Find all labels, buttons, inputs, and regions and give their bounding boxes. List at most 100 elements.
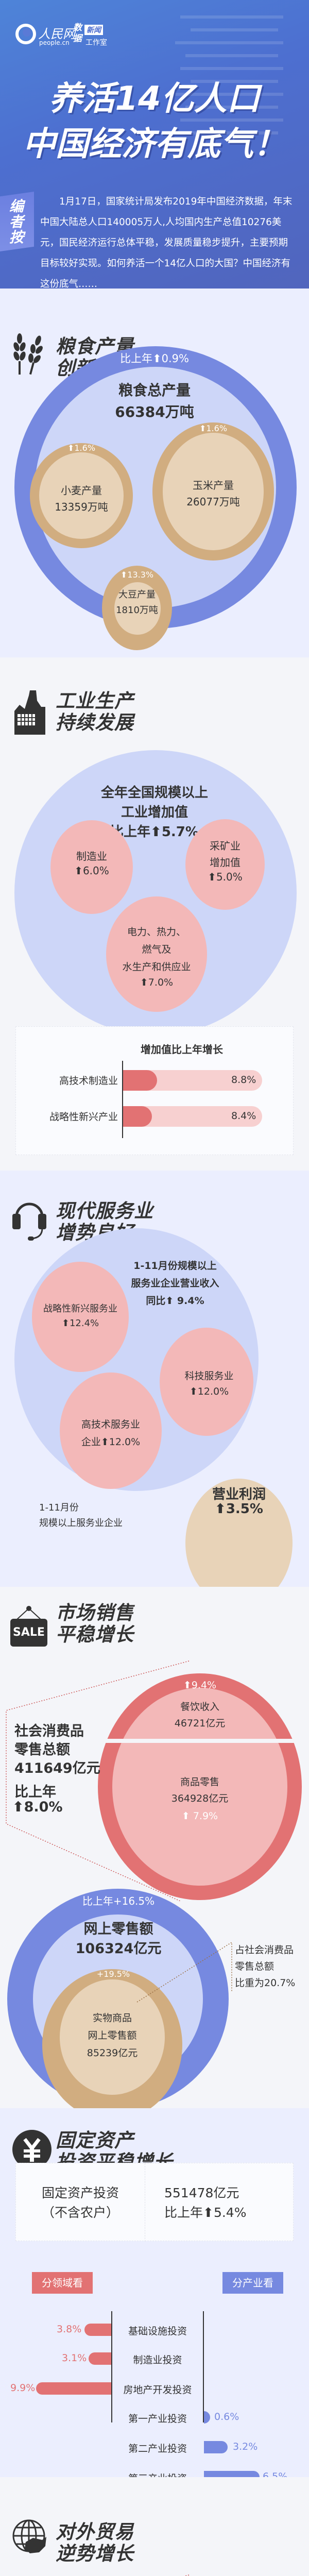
wheat-growth: ⬆1.6% <box>67 443 96 453</box>
investment-value: 551478亿元 <box>164 2185 239 2200</box>
investment-title-line1: 固定资产 <box>56 2129 134 2151</box>
manufacturing-label: 制造业 <box>76 850 107 862</box>
strategic-services-growth: ⬆12.4% <box>61 1318 99 1329</box>
grain-total-growth: 比上年⬆0.9% <box>120 352 189 365</box>
trade-title-line2: 逆势增长 <box>56 2543 134 2565</box>
studio-word-2: 工作室 <box>85 39 107 47</box>
retail-total-value: 411649亿元 <box>14 1760 100 1776</box>
studio-word-1: 数据 <box>73 23 82 44</box>
mfg-invest-bar <box>89 2352 111 2365</box>
investment-section: 固定资产 投资平稳增长 固定资产投资 （不含农户） 551478亿元 比上年⬆5… <box>0 2108 309 2484</box>
sale-sign-icon: SALE <box>10 1605 47 1647</box>
share-line1: 占社会消费品 <box>235 1944 294 1956</box>
retail-section: SALE 市场销售 平稳增长 ⬆9.4% 餐饮收入 46721亿元 商品零售 3… <box>0 1587 309 2121</box>
globe-china-icon <box>12 2519 46 2553</box>
catering-label: 餐饮收入 <box>180 1701 219 1713</box>
mining-label2: 增加值 <box>210 856 241 869</box>
manufacturing-growth: ⬆6.0% <box>74 865 109 877</box>
soy-value: 1810万吨 <box>116 605 158 616</box>
services-main-line1: 1-11月份规模以上 <box>133 1260 217 1272</box>
trade-section-title: 对外贸易 逆势增长 <box>56 2521 134 2565</box>
bar-fill-hightech <box>123 1070 157 1091</box>
factory-icon <box>14 690 45 735</box>
left-axis <box>111 2311 112 2422</box>
services-main-line3: 同比⬆ 9.4% <box>146 1295 204 1307</box>
sale-sign-text: SALE <box>10 1619 47 1647</box>
tag-by-sector[interactable]: 分领域看 <box>32 2272 93 2294</box>
wheat-label: 小麦产量 <box>61 484 102 497</box>
corn-value: 26077万吨 <box>186 496 240 508</box>
investment-summary-box: 固定资产投资 （不含农户） 551478亿元 比上年⬆5.4% <box>15 2163 294 2242</box>
services-note-line2: 规模以上服务业企业 <box>39 1518 123 1529</box>
soy-label: 大豆产量 <box>118 589 156 600</box>
utility-growth: ⬆7.0% <box>140 977 174 988</box>
utility-label3: 水生产和供应业 <box>122 961 191 973</box>
sign-hanger-icon <box>16 1606 42 1620</box>
people-logo-icon <box>15 24 36 44</box>
physical-online-line2: 网上零售额 <box>88 2030 137 2041</box>
hightech-services-label: 高技术服务业 <box>81 1419 140 1430</box>
mfg-invest-value: 3.1% <box>62 2352 87 2364</box>
value-added-bar-chart: 增加值比上年增长 高技术制造业 8.8% 战略性新兴产业 8.4% <box>15 1026 294 1155</box>
infra-label: 基础设施投资 <box>128 2326 187 2337</box>
share-callout-line <box>136 1942 232 2003</box>
secondary-bar <box>204 2441 228 2453</box>
corn-growth: ⬆1.6% <box>199 423 228 433</box>
strategic-services-bubble <box>32 1262 129 1372</box>
industry-main-line2: 工业增加值 <box>121 805 188 820</box>
tech-services-label: 科技服务业 <box>184 1370 234 1382</box>
bar-chart-title: 增加值比上年增长 <box>141 1043 223 1056</box>
industry-title-line2: 持续发展 <box>56 711 134 734</box>
services-note-line1: 1-11月份 <box>39 1502 79 1513</box>
primary-value: 0.6% <box>214 2411 239 2422</box>
services-title-line1: 现代服务业 <box>56 1200 153 1222</box>
retail-title-line1: 市场销售 <box>56 1602 134 1624</box>
goods-growth: ⬆ 7.9% <box>181 1810 218 1822</box>
soy-circle <box>114 582 161 635</box>
services-main-line2: 服务业企业营业收入 <box>131 1278 219 1289</box>
mining-bubble <box>185 819 265 910</box>
share-line3: 比重为20.7% <box>235 1977 296 1989</box>
realestate-label: 房地产开发投资 <box>123 2384 192 2396</box>
catering-value: 46721亿元 <box>174 1718 226 1729</box>
utility-label1: 电力、热力、 <box>127 926 186 938</box>
investment-label-line2: （不含农户） <box>41 2205 119 2220</box>
studio-logo: 数据 新闻 工作室 <box>73 23 114 49</box>
online-value: 106324亿元 <box>75 1941 162 1957</box>
profit-label: 营业利润 <box>212 1487 266 1502</box>
wheat-circle <box>39 452 124 539</box>
industry-main-line1: 全年全国规模以上 <box>100 785 208 801</box>
retail-split-line <box>98 1739 302 1743</box>
bar-label-strategic: 战略性新兴产业 <box>49 1111 118 1123</box>
headset-icon <box>12 1202 46 1241</box>
primary-label: 第一产业投资 <box>128 2413 187 2425</box>
industry-main-line3: 比上年⬆5.7% <box>110 824 199 840</box>
investment-label-line1: 固定资产投资 <box>41 2185 119 2200</box>
tag-by-industry[interactable]: 分产业看 <box>222 2272 283 2294</box>
wheat-value: 13359万吨 <box>55 501 108 513</box>
retail-title-line2: 平稳增长 <box>56 1623 134 1646</box>
industry-section: 工业生产 持续发展 全年全国规模以上 工业增加值 比上年⬆5.7% 制造业 ⬆6… <box>0 657 309 1171</box>
tech-services-bubble <box>160 1328 253 1436</box>
bar-chart-axis <box>122 1061 123 1138</box>
retail-growth-line1: 比上年 <box>14 1784 56 1800</box>
physical-online-circle <box>60 1979 165 2095</box>
profit-bubble <box>185 1479 293 1607</box>
grain-total-label: 粮食总产量 <box>118 382 191 399</box>
bar-value-strategic: 8.4% <box>231 1110 256 1122</box>
physical-online-growth: +19.5% <box>96 1969 130 1979</box>
grain-total-value: 66384万吨 <box>115 403 194 420</box>
brand-name: 人民网 <box>38 27 75 41</box>
header-section: 人民网 people.cn 数据 新闻 工作室 养活14亿人口 中国经济有底气！… <box>0 0 309 290</box>
services-section: 现代服务业 增势良好 1-11月份规模以上 服务业企业营业收入 同比⬆ 9.4%… <box>0 1171 309 1607</box>
retail-inner-circle <box>112 1688 287 1886</box>
mfg-invest-label: 制造业投资 <box>133 2354 182 2366</box>
trade-section: 对外贸易 逆势增长 ⬆5.0% 出口 172298亿元 进口 143148亿元 … <box>0 2477 309 2576</box>
industry-title-line1: 工业生产 <box>56 690 134 712</box>
online-label: 网上零售额 <box>83 1921 153 1937</box>
bar-label-hightech: 高技术制造业 <box>59 1075 118 1087</box>
manufacturing-bubble <box>50 820 133 914</box>
services-section-title: 现代服务业 增势良好 <box>56 1200 153 1244</box>
editor-note-badge: 编者按 <box>0 192 34 251</box>
